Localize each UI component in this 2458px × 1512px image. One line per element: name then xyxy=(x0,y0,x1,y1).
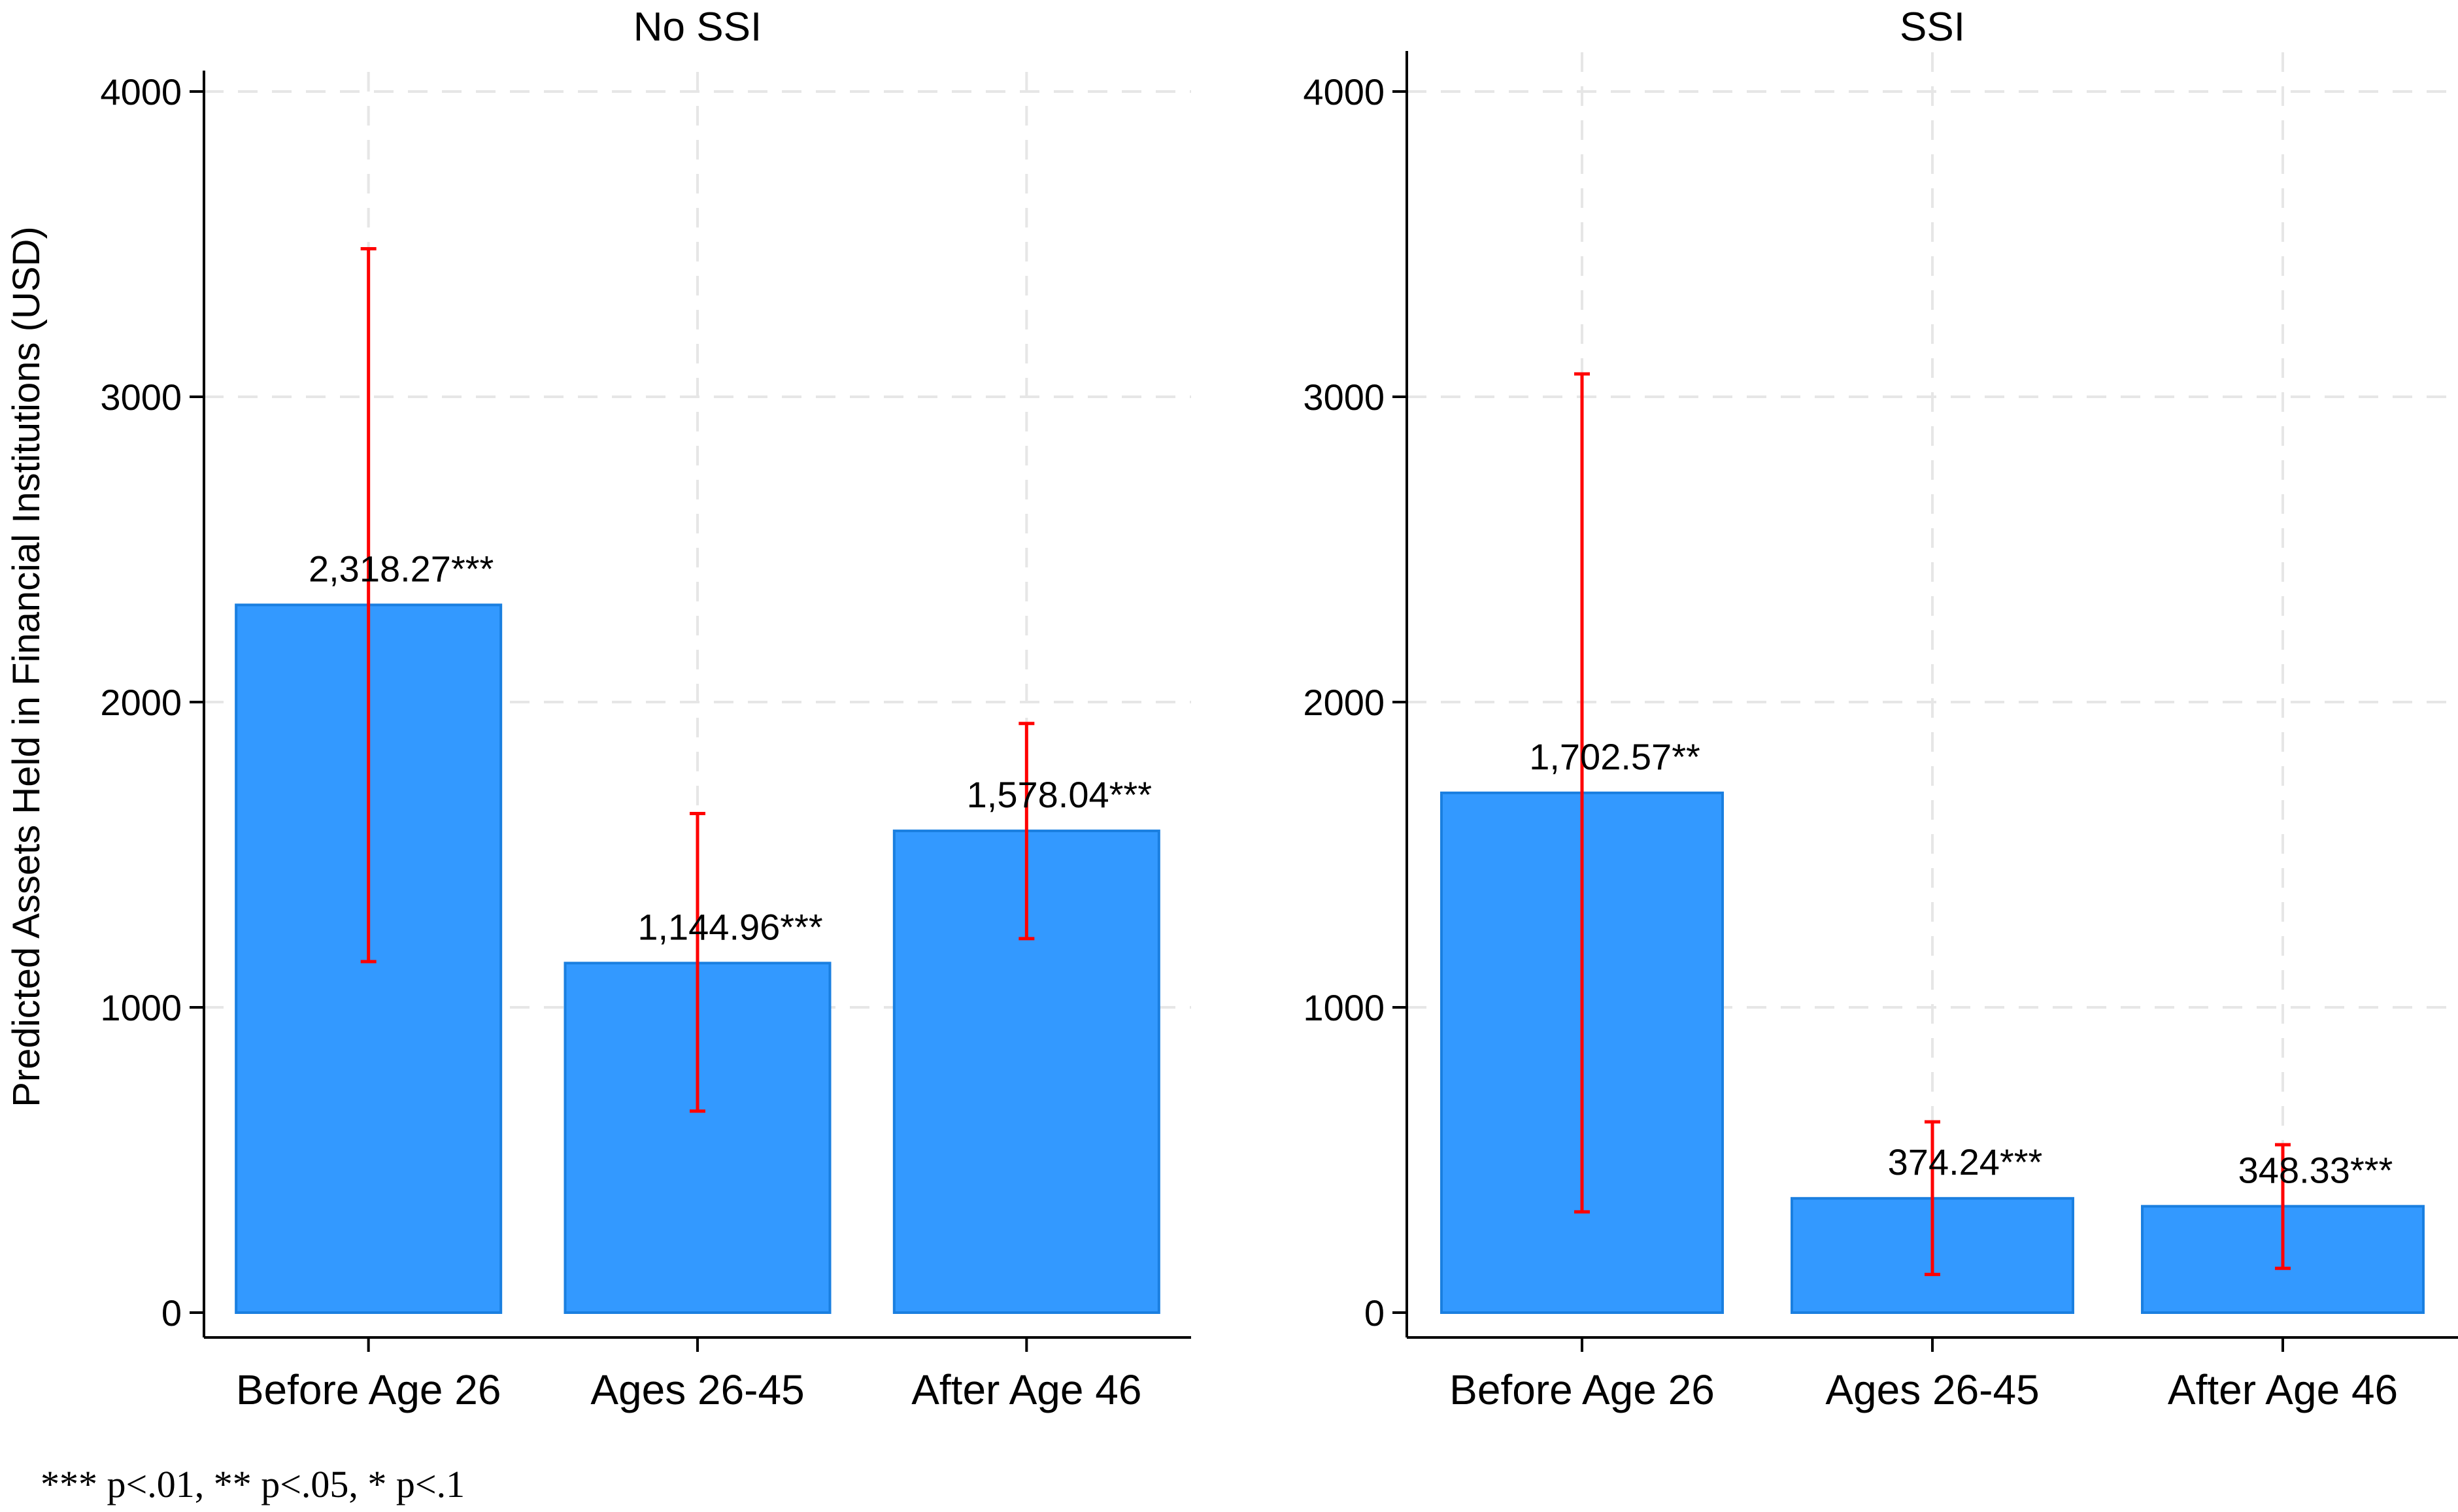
data-label: 374.24*** xyxy=(1888,1141,2043,1183)
data-label: 1,144.96*** xyxy=(637,906,822,947)
y-tick-label: 0 xyxy=(1364,1292,1385,1334)
x-tick-label: Before Age 26 xyxy=(1449,1366,1715,1413)
x-tick-label: After Age 46 xyxy=(911,1366,1141,1413)
x-tick-label: Before Age 26 xyxy=(236,1366,501,1413)
x-tick-label: Ages 26-45 xyxy=(1825,1366,2039,1413)
x-tick-label: Ages 26-45 xyxy=(590,1366,804,1413)
y-tick-label: 3000 xyxy=(1303,377,1385,418)
y-tick-label: 4000 xyxy=(100,71,182,112)
data-label: 2,318.27*** xyxy=(309,548,494,589)
panel-no-ssi: No SSI 2,318.27*** 1,144.96*** 1,578.04*** 0… xyxy=(100,5,1191,1413)
y-tick-label: 2000 xyxy=(1303,682,1385,723)
panel-title: No SSI xyxy=(633,5,762,50)
y-tick-label: 0 xyxy=(161,1292,182,1334)
y-axis-label: Predicted Assets Held in Financial Insti… xyxy=(5,226,48,1107)
panel-ssi: SSI 1,702.57** 374.24*** 348.33*** 0 1000 2000… xyxy=(1303,5,2458,1413)
y-tick-label: 2000 xyxy=(100,682,182,723)
data-label: 348.33*** xyxy=(2238,1149,2393,1190)
x-tick-label: After Age 46 xyxy=(2168,1366,2398,1413)
data-label: 1,702.57** xyxy=(1529,736,1700,777)
significance-footnote: *** p<.01, ** p<.05, * p<.1 xyxy=(41,1463,465,1505)
y-tick-label: 4000 xyxy=(1303,71,1385,112)
y-tick-label: 3000 xyxy=(100,377,182,418)
panel-title: SSI xyxy=(1900,5,1965,50)
y-tick-label: 1000 xyxy=(100,987,182,1028)
data-label: 1,578.04*** xyxy=(967,774,1152,815)
y-tick-label: 1000 xyxy=(1303,987,1385,1028)
